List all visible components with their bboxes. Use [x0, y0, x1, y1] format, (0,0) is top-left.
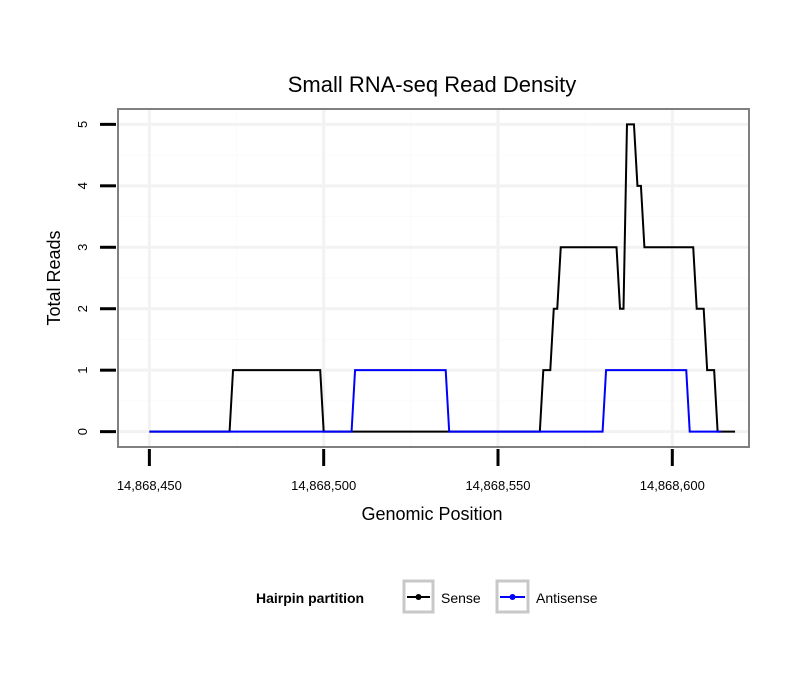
x-tick-label: 14,868,500	[291, 478, 356, 493]
series-layer	[149, 123, 736, 433]
series-line-sense	[149, 123, 736, 433]
y-tick-label: 3	[75, 244, 90, 251]
series-line-antisense	[149, 369, 722, 433]
x-tick-label: 14,868,600	[640, 478, 705, 493]
x-axis-title: Genomic Position	[361, 504, 502, 524]
plot-border	[117, 108, 750, 448]
x-tick-label: 14,868,450	[117, 478, 182, 493]
y-axis-title: Total Reads	[44, 230, 64, 325]
x-tick-label: 14,868,550	[465, 478, 530, 493]
y-tick-label: 4	[75, 182, 90, 189]
y-tick-label: 0	[75, 428, 90, 435]
x-axis: 14,868,450 14,868,500 14,868,550 14,868,600	[117, 449, 705, 493]
legend-dot-sense	[415, 594, 422, 600]
legend-key-antisense	[495, 579, 530, 614]
y-tick-label: 1	[75, 367, 90, 374]
legend-title: Hairpin partition	[256, 590, 364, 606]
y-tick-label: 2	[75, 305, 90, 312]
chart-title: Small RNA-seq Read Density	[288, 72, 577, 97]
legend-dot-antisense	[509, 594, 516, 600]
legend: Hairpin partition Sense Antisense	[256, 579, 598, 614]
legend-label-antisense: Antisense	[536, 590, 598, 606]
legend-label-sense: Sense	[441, 590, 481, 606]
legend-key-sense	[402, 579, 435, 614]
y-tick-label: 5	[75, 121, 90, 128]
plot-panel	[117, 108, 750, 448]
y-axis: 0 1 2 3 4 5	[75, 121, 116, 435]
